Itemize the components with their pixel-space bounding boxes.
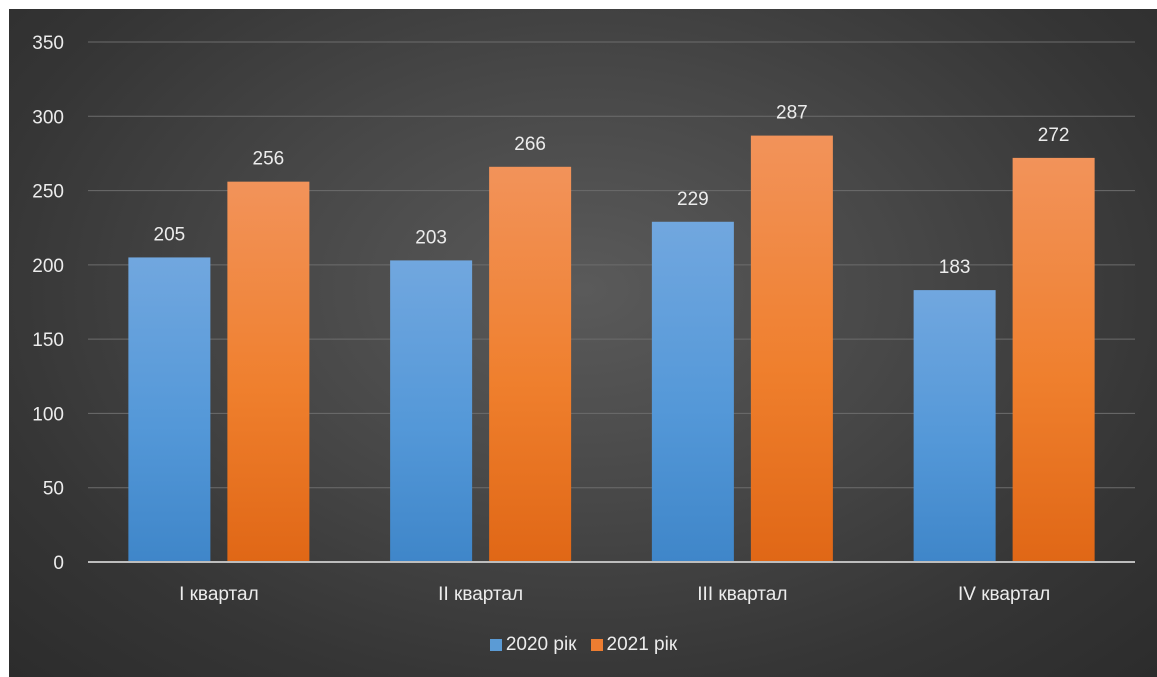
data-label-2020-q1: 205 <box>154 224 186 245</box>
bar-2021-q4 <box>1012 157 1095 562</box>
y-axis-ticks: 0 50 100 150 200 250 300 350 <box>32 33 64 574</box>
x-tick-label-q1: I квартал <box>179 584 259 605</box>
legend-swatch-2020 <box>489 639 502 651</box>
data-label-2021-q1: 256 <box>253 149 285 170</box>
y-tick-label-50: 50 <box>43 479 64 500</box>
legend-label-2020: 2020 рік <box>505 634 577 655</box>
x-axis-ticks: I квартал II квартал III квартал IV квартал <box>179 584 1050 605</box>
x-tick-label-q3: III квартал <box>697 584 787 605</box>
bar-2020-q4 <box>913 290 996 562</box>
bar-chart: 0 50 100 150 200 250 300 350 205 256 203 266 229 287… <box>32 33 1135 605</box>
data-label-2020-q3: 229 <box>677 189 709 210</box>
bar-2020-q3 <box>651 221 734 562</box>
x-tick-label-q2: II квартал <box>438 584 523 605</box>
y-tick-label-150: 150 <box>32 330 64 351</box>
legend-item-2020: 2020 рік <box>489 634 577 656</box>
y-tick-label-350: 350 <box>32 33 64 54</box>
legend-label-2021: 2021 рік <box>606 634 678 655</box>
x-tick-label-q4: IV квартал <box>958 584 1050 605</box>
legend-swatch-2021 <box>590 639 603 651</box>
bar-2021-q3 <box>750 135 833 562</box>
data-label-2020-q4: 183 <box>939 257 971 278</box>
y-tick-label-100: 100 <box>32 404 64 425</box>
data-label-2021-q3: 287 <box>776 103 808 124</box>
bars <box>128 135 1095 563</box>
data-label-2020-q2: 203 <box>415 227 447 248</box>
data-label-2021-q2: 266 <box>514 134 546 155</box>
legend: 2020 рік 2021 рік <box>9 634 1157 656</box>
legend-item-2021: 2021 рік <box>590 634 678 656</box>
data-labels: 205 256 203 266 229 287 183 272 <box>154 103 1070 279</box>
bar-2020-q1 <box>128 257 211 562</box>
y-tick-label-0: 0 <box>53 553 64 574</box>
y-tick-label-300: 300 <box>32 107 64 128</box>
y-tick-label-250: 250 <box>32 182 64 203</box>
bar-2021-q2 <box>489 166 572 563</box>
bar-2020-q2 <box>390 260 473 562</box>
data-label-2021-q4: 272 <box>1038 125 1070 146</box>
chart-area: 0 50 100 150 200 250 300 350 205 256 203 266 229 287… <box>9 9 1157 677</box>
bar-2021-q1 <box>227 181 310 562</box>
y-tick-label-200: 200 <box>32 256 64 277</box>
